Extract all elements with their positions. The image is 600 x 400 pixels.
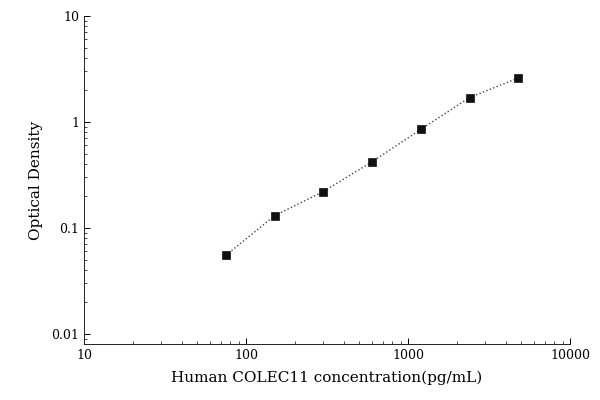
X-axis label: Human COLEC11 concentration(pg/mL): Human COLEC11 concentration(pg/mL)	[172, 370, 482, 384]
Y-axis label: Optical Density: Optical Density	[29, 120, 43, 240]
